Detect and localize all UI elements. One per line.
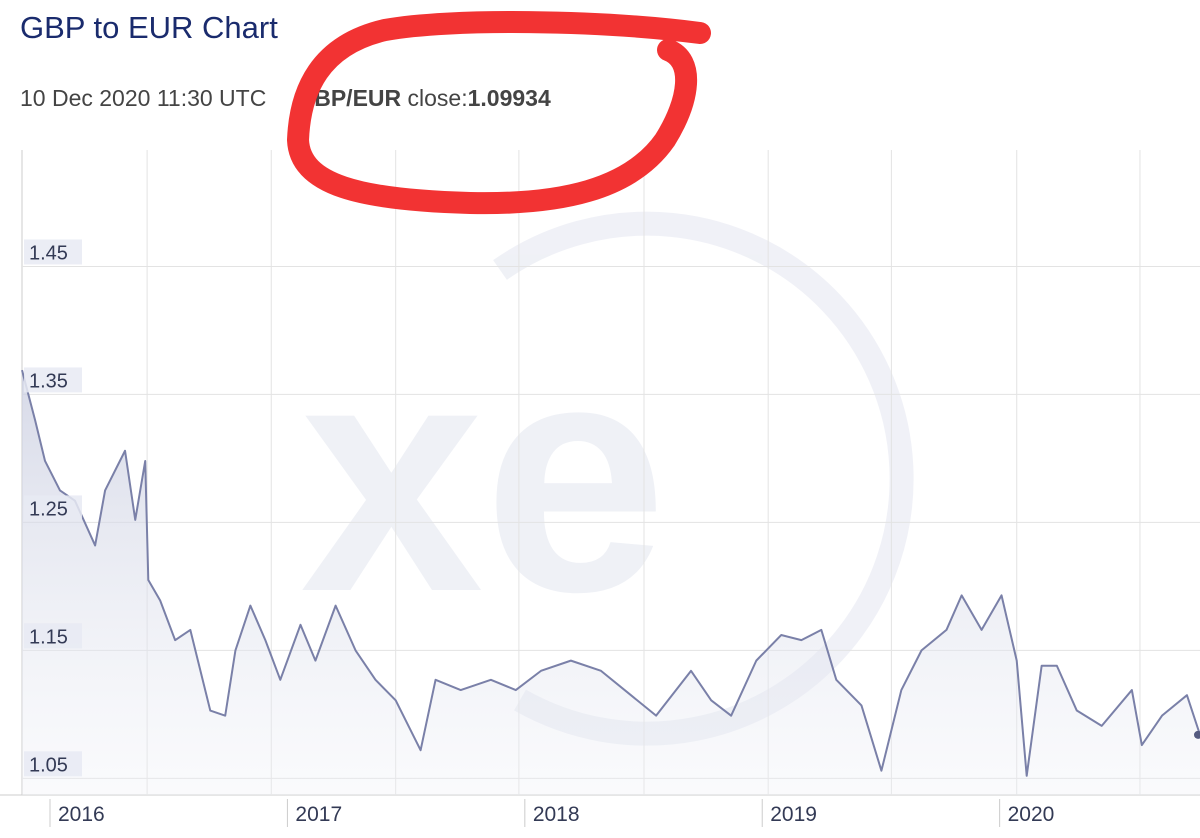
y-tick-label-bg	[24, 623, 82, 649]
y-tick-label-bg	[24, 751, 82, 777]
y-tick-label-bg	[24, 495, 82, 521]
subtitle-close-value: 1.09934	[468, 85, 551, 111]
y-tick-label-bg	[24, 239, 82, 265]
subtitle-pair: GBP/EUR	[296, 85, 401, 111]
y-tick-label: 1.15	[29, 626, 68, 648]
last-point	[1194, 730, 1200, 739]
y-tick-label: 1.25	[29, 498, 68, 520]
svg-text:xe: xe	[300, 291, 667, 660]
x-tick-label: 2016	[58, 803, 105, 826]
chart-title: GBP to EUR Chart	[20, 10, 278, 45]
subtitle-date: 10 Dec 2020 11:30 UTC	[20, 85, 266, 111]
y-tick-label-bg	[24, 367, 82, 393]
x-tick-label: 2019	[770, 803, 817, 826]
x-tick-label: 2017	[295, 803, 342, 826]
y-tick-label: 1.05	[29, 754, 68, 776]
subtitle-close-label: close:	[408, 85, 468, 111]
x-tick-label: 2018	[533, 803, 580, 826]
x-tick-label: 2020	[1008, 803, 1055, 826]
y-tick-label: 1.35	[29, 370, 68, 392]
area-fill	[22, 370, 1200, 795]
y-tick-label: 1.45	[29, 242, 68, 264]
subtitle: 10 Dec 2020 11:30 UTC GBP/EUR close:1.099…	[20, 85, 551, 111]
line	[21, 369, 1200, 777]
